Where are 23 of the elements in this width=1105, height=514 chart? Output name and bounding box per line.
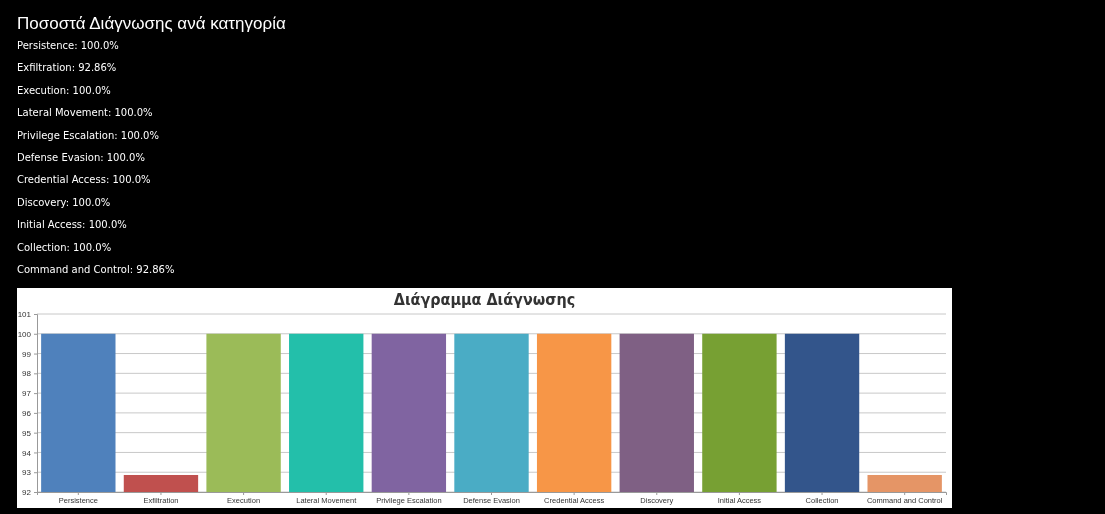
text: Command and Control: 92.86% xyxy=(17,263,176,277)
text: Execution: 100.0% xyxy=(17,84,112,98)
text: Discovery: 100.0% xyxy=(17,196,112,210)
y-tick-label: 92 xyxy=(22,488,32,498)
text: Defense Evasion: 100.0% xyxy=(17,151,146,165)
text: Privilege Escalation: 100.0% xyxy=(17,129,160,143)
text: Ποσοστά Διάγνωσης ανά κατηγορία xyxy=(17,14,286,34)
text: Initial Access: 100.0% xyxy=(17,219,128,233)
text: Collection: 100.0% xyxy=(17,241,113,255)
y-tick-label: 97 xyxy=(22,389,32,399)
text: Lateral Movement: 100.0% xyxy=(17,107,154,121)
y-tick-label: 98 xyxy=(22,369,32,379)
y-tick-label: 93 xyxy=(22,468,32,478)
chart-title: Διάγραμμα Διάγνωσης xyxy=(393,290,576,309)
text: Persistence: 100.0% xyxy=(17,40,120,53)
y-tick-label: 96 xyxy=(22,408,32,418)
y-tick-label: 101 xyxy=(17,310,32,320)
text: Credential Access: 100.0% xyxy=(17,174,152,188)
text: Exfiltration: 92.86% xyxy=(17,62,118,76)
y-tick-label: 95 xyxy=(22,428,32,438)
y-tick-label: 100 xyxy=(17,329,32,339)
y-tick-label: 94 xyxy=(22,448,32,458)
y-tick-label: 99 xyxy=(22,349,32,359)
